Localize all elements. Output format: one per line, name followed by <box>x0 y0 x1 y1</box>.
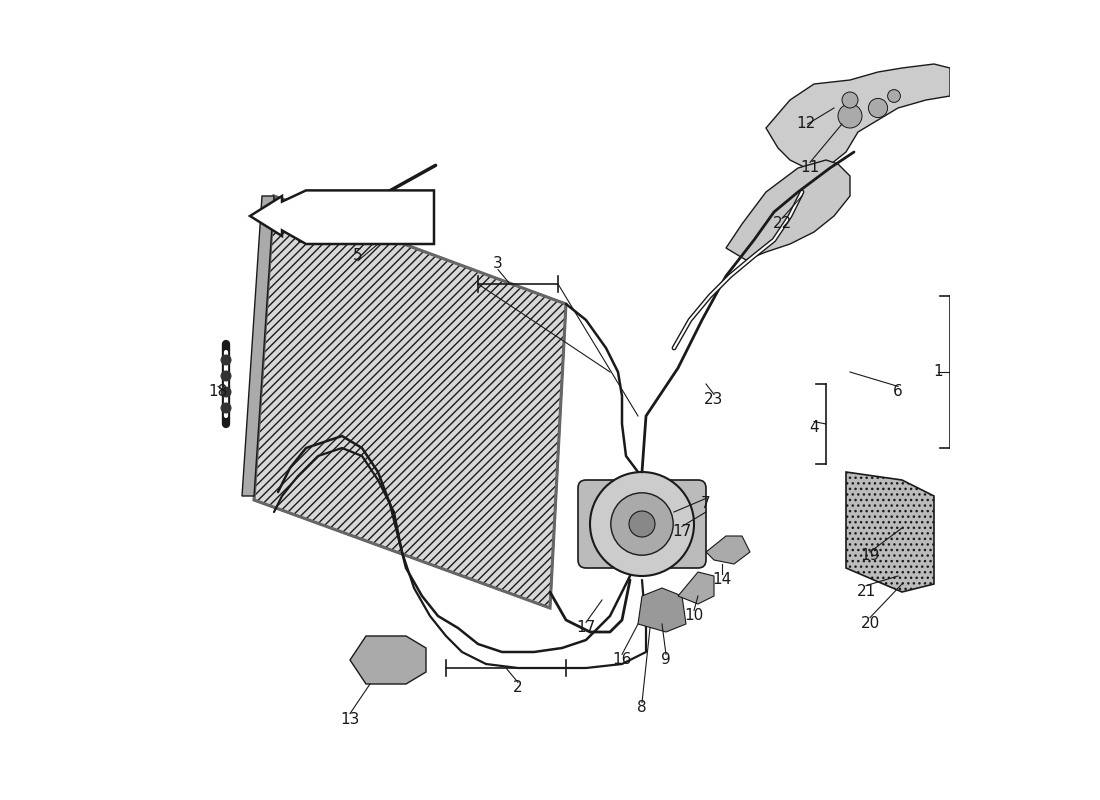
Circle shape <box>221 403 231 413</box>
Polygon shape <box>678 572 714 604</box>
Circle shape <box>590 472 694 576</box>
Text: 8: 8 <box>637 701 647 715</box>
Polygon shape <box>250 190 434 244</box>
Text: 3: 3 <box>493 257 503 271</box>
Text: 12: 12 <box>796 117 815 131</box>
Text: 10: 10 <box>684 609 704 623</box>
Polygon shape <box>350 636 426 684</box>
Circle shape <box>888 90 901 102</box>
Circle shape <box>842 92 858 108</box>
Circle shape <box>868 98 888 118</box>
Polygon shape <box>846 472 934 592</box>
Polygon shape <box>726 160 850 260</box>
Circle shape <box>221 355 231 365</box>
Polygon shape <box>242 196 274 496</box>
Text: 16: 16 <box>613 653 631 667</box>
Circle shape <box>629 511 654 537</box>
Text: 9: 9 <box>661 653 671 667</box>
Polygon shape <box>766 64 950 168</box>
Circle shape <box>838 104 862 128</box>
Text: 14: 14 <box>713 573 732 587</box>
Text: 13: 13 <box>340 713 360 727</box>
Text: 23: 23 <box>704 393 724 407</box>
Text: 1: 1 <box>933 365 943 379</box>
Text: 21: 21 <box>857 585 876 599</box>
Text: 5: 5 <box>353 249 363 263</box>
Text: 6: 6 <box>893 385 903 399</box>
Text: 20: 20 <box>860 617 880 631</box>
Text: 17: 17 <box>576 621 595 635</box>
Text: 22: 22 <box>772 217 792 231</box>
Text: 2: 2 <box>514 681 522 695</box>
Text: 4: 4 <box>810 421 818 435</box>
Circle shape <box>221 371 231 381</box>
Text: 18: 18 <box>208 385 228 399</box>
Text: 11: 11 <box>801 161 820 175</box>
Polygon shape <box>706 536 750 564</box>
FancyBboxPatch shape <box>578 480 706 568</box>
Circle shape <box>610 493 673 555</box>
Text: 17: 17 <box>672 525 692 539</box>
Circle shape <box>221 387 231 397</box>
Polygon shape <box>638 588 686 632</box>
Polygon shape <box>254 196 566 608</box>
Text: 7: 7 <box>701 497 711 511</box>
Text: 19: 19 <box>860 549 880 563</box>
